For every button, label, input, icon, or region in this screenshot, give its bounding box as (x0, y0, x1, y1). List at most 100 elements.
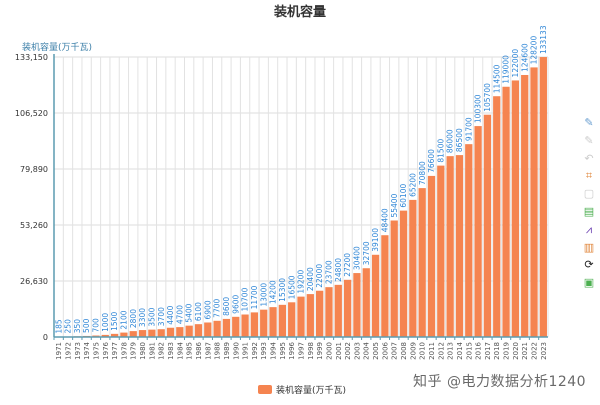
x-tick-label: 1991 (242, 342, 250, 360)
bar (306, 294, 314, 337)
x-tick-label: 2017 (484, 342, 492, 360)
data-label: 60100 (399, 184, 408, 208)
data-label: 122000 (511, 49, 520, 78)
bar (157, 329, 165, 337)
x-tick-label: 1984 (176, 341, 184, 359)
bar (390, 220, 398, 337)
bar (530, 67, 538, 338)
x-tick-label: 2014 (456, 341, 464, 359)
data-label: 55400 (390, 193, 399, 217)
bar (278, 304, 286, 337)
data-label: 4700 (175, 305, 184, 324)
x-tick-label: 1996 (288, 341, 296, 359)
x-tick-label: 1988 (214, 342, 222, 360)
bar (204, 322, 212, 337)
line-chart-icon[interactable]: ⩘ (585, 222, 593, 236)
bar (539, 57, 547, 338)
bar (288, 302, 296, 337)
bar (316, 290, 324, 337)
mark-pen-icon[interactable]: ✎ (584, 116, 594, 129)
data-label: 3700 (157, 307, 166, 326)
x-tick-label: 2009 (409, 342, 417, 360)
x-tick-label: 1986 (195, 341, 203, 359)
bar (176, 327, 184, 337)
data-label: 500 (82, 318, 91, 333)
data-label: 11700 (250, 285, 259, 309)
legend-swatch (258, 385, 272, 394)
undo-mark-icon[interactable]: ↶ (584, 151, 594, 165)
bar (334, 284, 342, 337)
legend-item[interactable]: 装机容量(万千瓦) (258, 383, 346, 396)
data-view-icon[interactable]: ▤ (583, 204, 595, 218)
x-tick-label: 1998 (307, 342, 315, 360)
x-tick-label: 2015 (465, 342, 473, 360)
bar (362, 268, 370, 337)
bar (213, 320, 221, 337)
x-tick-label: 2003 (353, 342, 361, 360)
x-tick-label: 2016 (475, 341, 483, 359)
y-tick-label: 79,890 (20, 165, 48, 174)
x-tick-label: 2018 (493, 342, 501, 360)
x-tick-label: 2002 (344, 342, 352, 360)
data-label: 1500 (110, 312, 119, 331)
data-label: 700 (92, 318, 101, 333)
bar (250, 312, 259, 337)
bar (110, 333, 119, 337)
eraser-icon[interactable]: ✎ (584, 133, 594, 147)
x-tick-label: 1980 (139, 342, 147, 360)
bar (129, 331, 137, 337)
x-tick-label: 2004 (363, 341, 371, 359)
bar-chart-icon[interactable]: ▥ (583, 240, 595, 254)
y-tick-label: 53,260 (20, 221, 48, 230)
y-tick-label: 106,520 (15, 109, 48, 118)
restore-icon[interactable]: ⟳ (584, 258, 594, 272)
data-zoom-reset-icon[interactable]: ▢ (583, 187, 595, 201)
x-tick-label: 2011 (428, 342, 436, 360)
data-label: 20400 (306, 267, 315, 291)
bar (371, 254, 380, 337)
data-label: 10700 (241, 287, 250, 311)
data-label: 27200 (343, 253, 352, 277)
x-tick-label: 1978 (120, 342, 128, 360)
bar (353, 273, 361, 337)
bar (297, 296, 305, 337)
bar (232, 316, 240, 337)
bar (138, 330, 147, 337)
x-tick-label: 1975 (92, 342, 100, 360)
x-tick-label: 1987 (204, 342, 212, 360)
x-tick-label: 1983 (167, 342, 175, 360)
x-tick-label: 1977 (111, 342, 119, 360)
data-label: 22000 (315, 264, 324, 288)
data-label: 86000 (446, 129, 455, 153)
x-tick-label: 2001 (335, 342, 343, 360)
data-label: 70800 (418, 161, 427, 185)
data-label: 4400 (166, 305, 175, 324)
data-label: 48400 (380, 208, 389, 232)
data-zoom-icon[interactable]: ⌗ (585, 169, 593, 183)
data-label: 350 (73, 319, 82, 334)
data-label: 133133 (539, 25, 548, 54)
chart-title: 装机容量 (273, 5, 326, 20)
bar (194, 324, 203, 337)
data-label: 24800 (334, 258, 343, 282)
bar (483, 114, 492, 338)
bar (437, 165, 445, 337)
bar (446, 156, 454, 337)
x-tick-label: 2008 (400, 342, 408, 360)
bar (511, 80, 520, 338)
save-image-icon[interactable]: ▣ (583, 276, 595, 290)
bar (148, 329, 156, 337)
data-label: 2800 (129, 309, 138, 328)
bar (325, 287, 333, 337)
x-tick-label: 1989 (223, 342, 231, 360)
x-tick-label: 1976 (102, 341, 110, 359)
x-tick-label: 2020 (512, 342, 520, 360)
data-label: 13000 (259, 283, 268, 307)
bar (343, 279, 352, 337)
data-label: 30400 (353, 246, 362, 270)
data-label: 8600 (222, 297, 231, 316)
bar (409, 199, 417, 337)
data-label: 6100 (194, 302, 203, 321)
x-tick-label: 1973 (74, 342, 82, 360)
